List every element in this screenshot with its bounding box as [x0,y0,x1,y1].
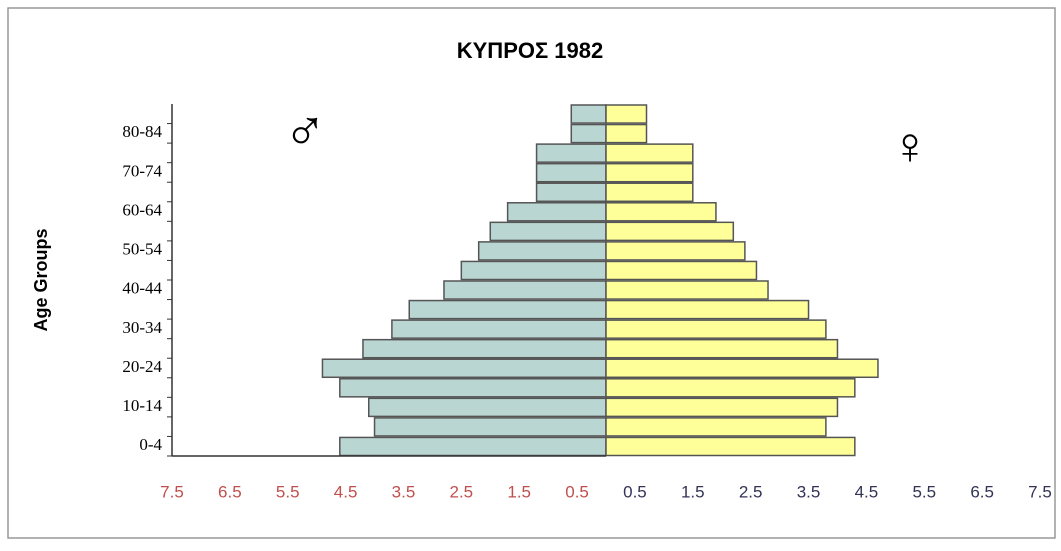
bar [605,319,827,339]
y-tick-label: 80-84 [122,122,162,141]
x-tick-label: 2.5 [450,482,474,501]
bar [367,397,607,418]
y-tick-label: 20-24 [122,357,162,376]
x-tick-label: 6.5 [218,482,242,501]
x-tick-label: 1.5 [507,482,531,501]
bar [605,143,694,163]
bar [460,260,607,281]
chart-title: ΚΥΠΡΟΣ 1982 [457,38,604,63]
bar [605,417,827,437]
x-tick-label: 0.5 [565,482,589,501]
bar [477,241,607,261]
bar [605,260,758,281]
x-tick-label: 3.5 [392,482,416,501]
x-tick-label: 4.5 [855,482,879,501]
bar [605,182,694,203]
bar [605,436,856,457]
legend-entry: ♂ [283,98,327,163]
bar [408,299,607,320]
bar [321,358,607,379]
y-tick-label: 50-54 [122,240,162,259]
x-tick-label: 1.5 [681,482,705,501]
bar [605,358,879,379]
y-tick-label: 60-64 [122,200,162,219]
bar [605,397,839,418]
bar [570,123,607,144]
y-tick-label: 40-44 [122,279,162,298]
bar [535,143,607,163]
x-tick-label: 3.5 [797,482,821,501]
bar [339,378,607,398]
bar [605,378,856,398]
x-tick-label: 4.5 [334,482,358,501]
bar [535,182,607,203]
x-tick-label: 7.5 [160,482,184,501]
bar [339,436,607,457]
bar [605,162,694,183]
bar [605,221,735,242]
legend-entry: ♀ [891,118,930,176]
bar [506,202,607,222]
x-tick-label: 5.5 [276,482,300,501]
x-tick-label: 6.5 [970,482,994,501]
y-tick-label: 10-14 [122,396,162,415]
bar [362,338,607,359]
y-axis-label: Age Groups [31,228,51,331]
bar [373,417,607,437]
bar [605,280,769,300]
bar [570,104,607,124]
x-tick-label: 0.5 [623,482,647,501]
bar [605,241,746,261]
bar [535,162,607,183]
bar [489,221,607,242]
bar [605,104,648,124]
bar [605,338,839,359]
bar [605,299,810,320]
bar [605,202,717,222]
bar [391,319,607,339]
x-tick-label: 2.5 [739,482,763,501]
y-tick-label: 70-74 [122,161,162,180]
x-tick-label: 5.5 [912,482,936,501]
bar [605,123,648,144]
y-tick-label: 0-4 [139,435,162,454]
bar [443,280,607,300]
x-tick-label: 7.5 [1028,482,1052,501]
y-tick-label: 30-34 [122,318,162,337]
